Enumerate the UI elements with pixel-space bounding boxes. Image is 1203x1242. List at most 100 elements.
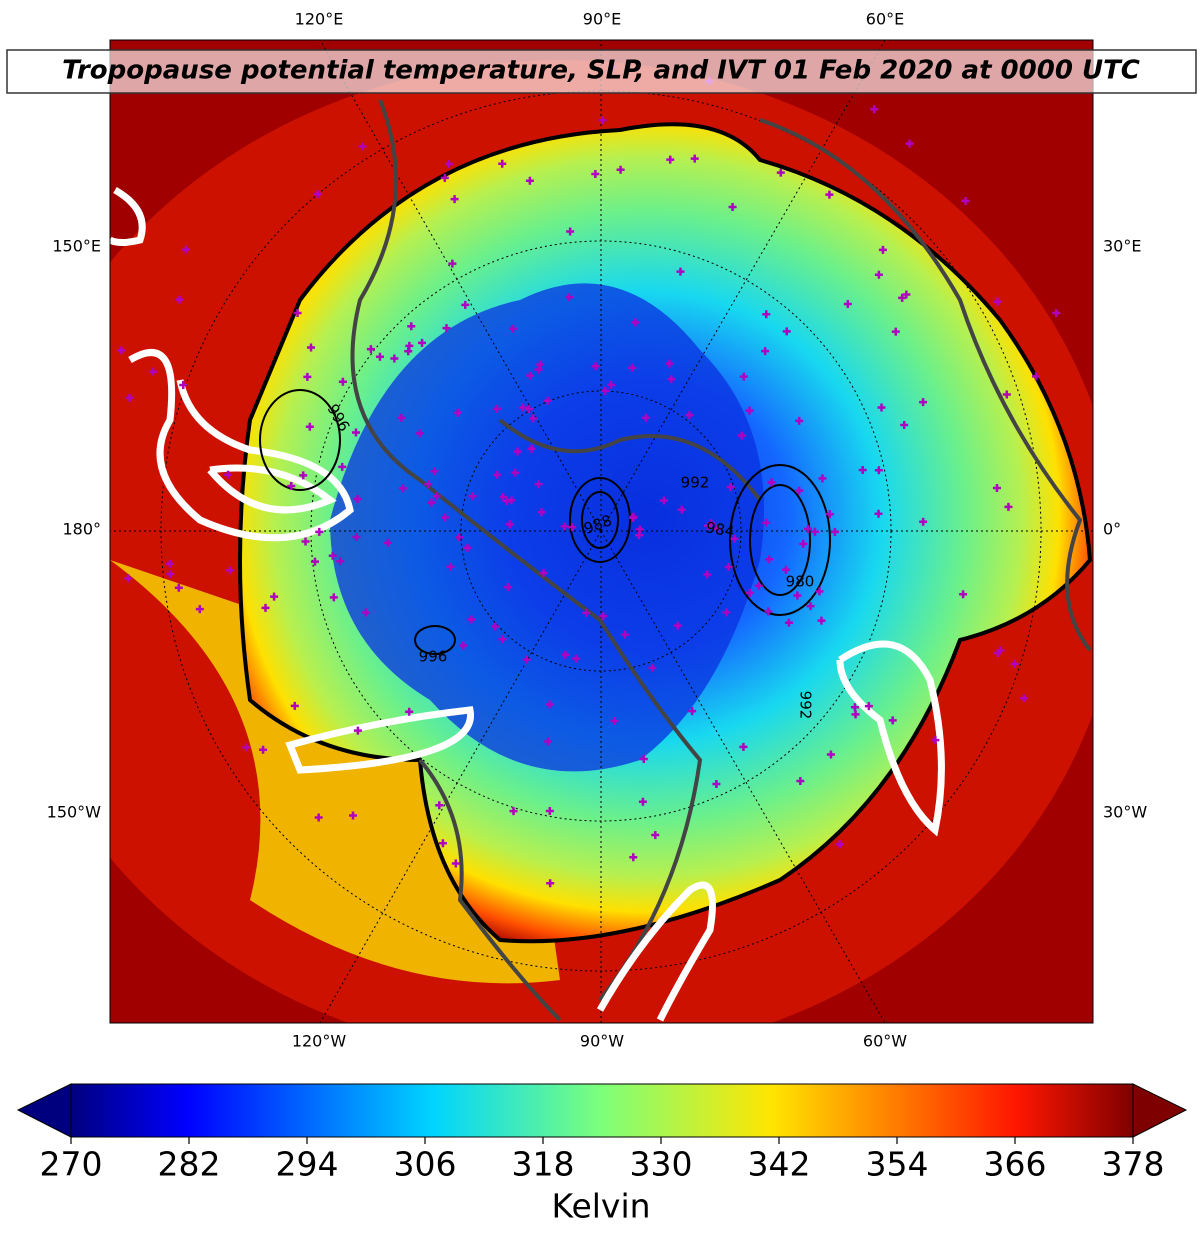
station-marker [959,590,968,599]
station-marker [745,588,754,597]
station-marker [564,293,573,302]
lon-label: 150°E [52,237,101,256]
station-marker [628,513,637,522]
station-marker [361,608,370,617]
station-marker [919,517,928,526]
colorbar-tick-label: 270 [40,1145,103,1184]
station-marker [767,478,776,487]
station-marker [427,498,436,507]
station-marker [1052,309,1061,318]
graticule [110,40,1093,1023]
station-marker [864,702,873,711]
station-marker [442,324,451,333]
slp-contours [259,389,831,655]
station-markers [117,62,1061,888]
station-marker [329,593,338,602]
station-marker [560,522,569,531]
station-marker [850,703,859,712]
colorbar-tick-label: 294 [276,1145,339,1184]
station-marker [455,533,464,542]
station-marker [124,574,133,583]
station-marker [499,493,508,502]
station-marker [502,497,511,506]
station-marker [305,422,314,431]
station-marker [713,524,722,533]
station-marker [688,707,697,716]
station-marker [628,363,637,372]
contour-label: 992 [797,691,815,720]
station-marker [435,801,444,810]
station-marker [226,566,235,575]
station-marker [537,508,546,517]
station-marker [673,621,682,630]
station-marker [900,421,909,430]
station-marker [440,173,449,182]
station-marker [545,700,554,709]
station-marker [561,650,570,659]
station-marker [784,618,793,627]
lon-label: 60°W [863,1032,907,1051]
colorbar-tick-label: 378 [1102,1145,1165,1184]
station-marker [905,139,914,148]
station-marker [665,359,674,368]
station-marker [722,608,731,617]
station-marker [505,520,514,529]
station-marker [498,635,507,644]
station-marker [764,555,773,564]
lon-label: 90°E [583,10,621,29]
station-marker [874,466,883,475]
colorbar-extend-high [1132,1083,1188,1138]
station-marker [522,655,531,664]
cold-core [330,283,764,772]
station-marker [461,300,470,309]
contour-label: 980 [786,573,815,591]
station-marker [336,557,345,566]
station-marker [459,641,468,650]
station-marker [448,259,457,268]
station-marker [527,444,536,453]
station-marker [754,581,763,590]
station-marker [739,742,748,751]
station-marker [352,533,361,542]
station-marker [781,565,790,574]
lon-label: 90°W [580,1032,624,1051]
station-marker [851,710,860,719]
station-marker [993,297,1002,306]
station-marker [525,405,534,414]
station-marker [303,372,312,381]
station-marker [724,563,733,572]
station-marker [224,470,233,479]
station-marker [610,717,619,726]
station-marker [290,701,299,710]
station-marker [259,745,268,754]
map-frame [109,39,1094,1024]
station-marker [782,327,791,336]
ivt-contours [110,186,945,1022]
station-marker [898,293,907,302]
station-marker [310,557,319,566]
station-marker [648,663,657,672]
station-marker [338,462,347,471]
colorbar: Kelvin 270 282 294 306 318 330 342 354 366 378 [16,1083,1188,1226]
station-marker [676,267,685,276]
station-marker [761,347,770,356]
station-marker [451,859,460,868]
station-marker [810,527,819,536]
station-marker [314,813,323,822]
station-marker [418,338,427,347]
station-marker [830,527,839,536]
station-marker [293,308,302,317]
station-marker [165,559,174,568]
station-marker [799,539,808,548]
colorbar-tick-label: 318 [512,1145,575,1184]
station-marker [931,736,940,745]
station-marker [529,414,538,423]
station-marker [398,484,407,493]
title-box [6,49,1197,94]
station-marker [353,726,362,735]
station-marker [299,471,308,480]
station-marker [739,372,748,381]
